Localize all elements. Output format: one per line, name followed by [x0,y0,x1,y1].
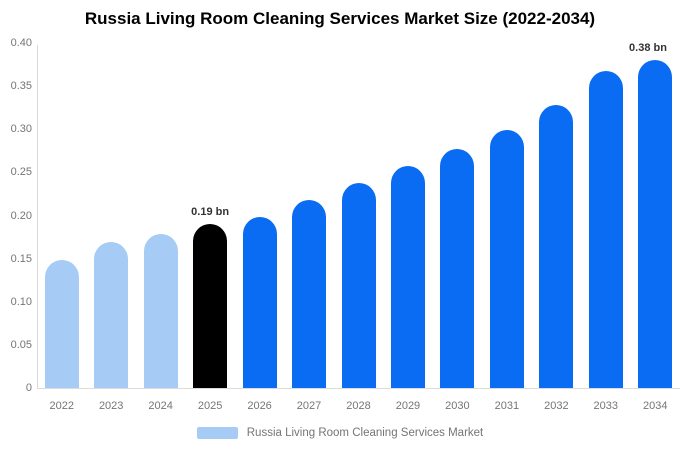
y-axis-line [37,45,38,388]
legend-swatch [196,427,238,439]
x-tick-label-2031: 2031 [494,400,520,412]
x-tick-label-2026: 2026 [247,400,272,412]
x-tick-label-2032: 2032 [544,400,569,412]
x-tick-label-2023: 2023 [98,400,124,412]
bar-2027[interactable] [292,199,327,388]
legend: Russia Living Room Cleaning Services Mar… [0,426,680,440]
legend-label: Russia Living Room Cleaning Services Mar… [246,427,484,439]
bar-2031[interactable] [489,130,524,388]
x-axis-line [37,388,680,389]
plot-area: 0 0.05 0.10 0.15 0.20 0.25 0.30 0.35 0.40 2022 202… [10,37,680,412]
bar-2028[interactable] [341,182,376,388]
y-tick-label-0: 0 [25,382,32,394]
x-tick-label-2022: 2022 [49,400,74,412]
bar-2025[interactable] [193,224,228,388]
x-tick-label-2024: 2024 [148,400,173,412]
bar-2030[interactable] [440,149,475,388]
x-tick-label-2030: 2030 [445,400,470,412]
y-tick-label-0.30: 0.30 [10,123,32,136]
x-tick-label-2027: 2027 [296,400,322,412]
y-tick-label-0.05: 0.05 [10,338,32,351]
bar-2032[interactable] [539,105,574,388]
bar-value-label-2034: 0.38 bn [629,42,667,55]
x-tick-label-2034: 2034 [643,400,668,412]
y-tick-label-0.20: 0.20 [10,209,32,222]
bar-2033[interactable] [588,71,623,388]
y-tick-label-0.10: 0.10 [10,295,32,308]
x-tick-label-2033: 2033 [593,400,619,412]
legend-item[interactable]: Russia Living Room Cleaning Services Mar… [196,426,484,440]
x-tick-label-2029: 2029 [395,400,421,412]
y-tick-label-0.40: 0.40 [10,37,32,49]
x-tick-label-2025: 2025 [197,400,223,412]
bar-2034[interactable] [638,60,673,388]
chart-title: Russia Living Room Cleaning Services Mar… [84,9,596,28]
y-tick-label-0.15: 0.15 [10,252,32,265]
bar-value-label-2025: 0.19 bn [191,206,230,219]
bar-2024[interactable] [143,233,178,388]
bar-2029[interactable] [390,166,425,388]
bar-2022[interactable] [44,260,79,388]
bar-2026[interactable] [242,217,277,388]
y-tick-label-0.25: 0.25 [10,166,32,179]
y-tick-label-0.35: 0.35 [10,80,32,93]
x-tick-label-2028: 2028 [346,400,371,412]
bar-2023[interactable] [94,242,129,388]
